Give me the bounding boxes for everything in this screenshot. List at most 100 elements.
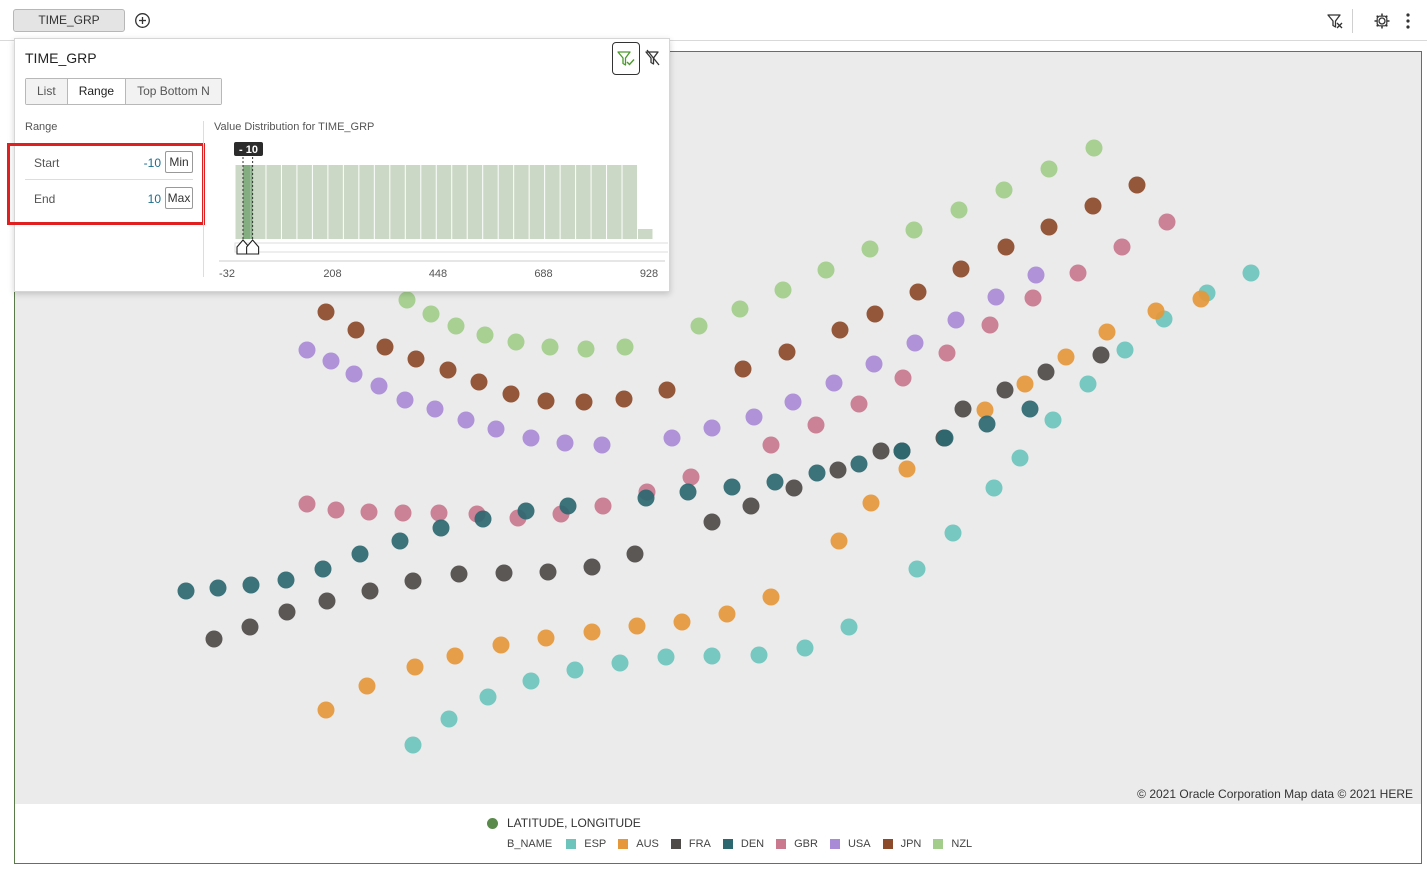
map-point-fra[interactable] [1092, 346, 1110, 364]
map-point-usa[interactable] [865, 355, 883, 373]
map-point-jpn[interactable] [376, 338, 394, 356]
map-point-aus[interactable] [446, 647, 464, 665]
map-point-gbr[interactable] [807, 416, 825, 434]
map-point-den[interactable] [637, 489, 655, 507]
map-point-jpn[interactable] [407, 350, 425, 368]
map-point-jpn[interactable] [831, 321, 849, 339]
map-point-esp[interactable] [944, 524, 962, 542]
map-point-den[interactable] [723, 478, 741, 496]
map-point-esp[interactable] [1242, 264, 1260, 282]
map-point-usa[interactable] [298, 341, 316, 359]
map-point-jpn[interactable] [909, 283, 927, 301]
map-point-aus[interactable] [492, 636, 510, 654]
map-point-gbr[interactable] [360, 503, 378, 521]
map-point-jpn[interactable] [470, 373, 488, 391]
map-point-fra[interactable] [703, 513, 721, 531]
map-point-aus[interactable] [1016, 375, 1034, 393]
max-button[interactable]: Max [165, 187, 193, 209]
map-point-fra[interactable] [404, 572, 422, 590]
map-point-fra[interactable] [539, 563, 557, 581]
map-point-usa[interactable] [370, 377, 388, 395]
map-point-den[interactable] [559, 497, 577, 515]
filter-pill-time-grp[interactable]: TIME_GRP [13, 9, 125, 32]
map-point-den[interactable] [850, 455, 868, 473]
map-point-aus[interactable] [583, 623, 601, 641]
map-point-nzl[interactable] [905, 221, 923, 239]
legend-item-gbr[interactable]: GBR [776, 838, 818, 850]
map-point-den[interactable] [314, 560, 332, 578]
map-point-gbr[interactable] [1158, 213, 1176, 231]
map-point-den[interactable] [766, 473, 784, 491]
map-point-aus[interactable] [830, 532, 848, 550]
map-point-usa[interactable] [345, 365, 363, 383]
range-slider-track[interactable] [234, 242, 668, 253]
map-point-esp[interactable] [1011, 449, 1029, 467]
map-point-jpn[interactable] [615, 390, 633, 408]
map-point-esp[interactable] [908, 560, 926, 578]
apply-filter-button[interactable] [612, 42, 640, 75]
map-point-jpn[interactable] [439, 361, 457, 379]
map-point-fra[interactable] [318, 592, 336, 610]
map-point-usa[interactable] [396, 391, 414, 409]
map-point-nzl[interactable] [507, 333, 525, 351]
map-point-gbr[interactable] [327, 501, 345, 519]
map-point-gbr[interactable] [894, 369, 912, 387]
map-point-aus[interactable] [628, 617, 646, 635]
map-point-jpn[interactable] [317, 303, 335, 321]
map-point-gbr[interactable] [430, 504, 448, 522]
map-point-esp[interactable] [611, 654, 629, 672]
map-point-usa[interactable] [522, 429, 540, 447]
map-point-esp[interactable] [440, 710, 458, 728]
map-point-esp[interactable] [1044, 411, 1062, 429]
map-point-jpn[interactable] [866, 305, 884, 323]
legend-item-aus[interactable]: AUS [618, 838, 659, 850]
end-value-input[interactable]: 10 [147, 192, 161, 206]
map-point-fra[interactable] [205, 630, 223, 648]
map-point-nzl[interactable] [476, 326, 494, 344]
legend-item-jpn[interactable]: JPN [882, 838, 921, 850]
map-point-fra[interactable] [278, 603, 296, 621]
map-point-usa[interactable] [322, 352, 340, 370]
map-point-aus[interactable] [1057, 348, 1075, 366]
map-point-aus[interactable] [718, 605, 736, 623]
map-point-fra[interactable] [785, 479, 803, 497]
map-point-den[interactable] [936, 429, 954, 447]
legend-item-esp[interactable]: ESP [566, 838, 606, 850]
map-point-jpn[interactable] [952, 260, 970, 278]
map-point-nzl[interactable] [690, 317, 708, 335]
map-point-usa[interactable] [745, 408, 763, 426]
map-point-gbr[interactable] [682, 468, 700, 486]
map-point-aus[interactable] [358, 677, 376, 695]
map-point-den[interactable] [242, 576, 260, 594]
map-point-esp[interactable] [750, 646, 768, 664]
map-point-fra[interactable] [996, 381, 1014, 399]
map-point-jpn[interactable] [658, 381, 676, 399]
map-point-usa[interactable] [556, 434, 574, 452]
map-point-aus[interactable] [317, 701, 335, 719]
map-point-jpn[interactable] [778, 343, 796, 361]
map-point-usa[interactable] [784, 393, 802, 411]
map-point-nzl[interactable] [447, 317, 465, 335]
map-point-nzl[interactable] [1040, 160, 1058, 178]
map-point-esp[interactable] [404, 736, 422, 754]
map-point-den[interactable] [391, 532, 409, 550]
map-point-usa[interactable] [947, 311, 965, 329]
filter-clear-icon[interactable] [1326, 12, 1344, 30]
map-point-jpn[interactable] [347, 321, 365, 339]
min-button[interactable]: Min [165, 151, 193, 173]
map-point-jpn[interactable] [734, 360, 752, 378]
filter-clear-icon[interactable] [644, 48, 662, 68]
legend-item-fra[interactable]: FRA [670, 838, 711, 850]
map-point-gbr[interactable] [981, 316, 999, 334]
map-point-gbr[interactable] [1113, 238, 1131, 256]
map-point-nzl[interactable] [541, 338, 559, 356]
map-point-usa[interactable] [825, 374, 843, 392]
map-point-jpn[interactable] [997, 238, 1015, 256]
map-point-aus[interactable] [762, 588, 780, 606]
map-point-esp[interactable] [566, 661, 584, 679]
map-point-gbr[interactable] [850, 395, 868, 413]
map-point-den[interactable] [1021, 400, 1039, 418]
map-point-gbr[interactable] [594, 497, 612, 515]
map-point-nzl[interactable] [731, 300, 749, 318]
map-point-den[interactable] [474, 510, 492, 528]
